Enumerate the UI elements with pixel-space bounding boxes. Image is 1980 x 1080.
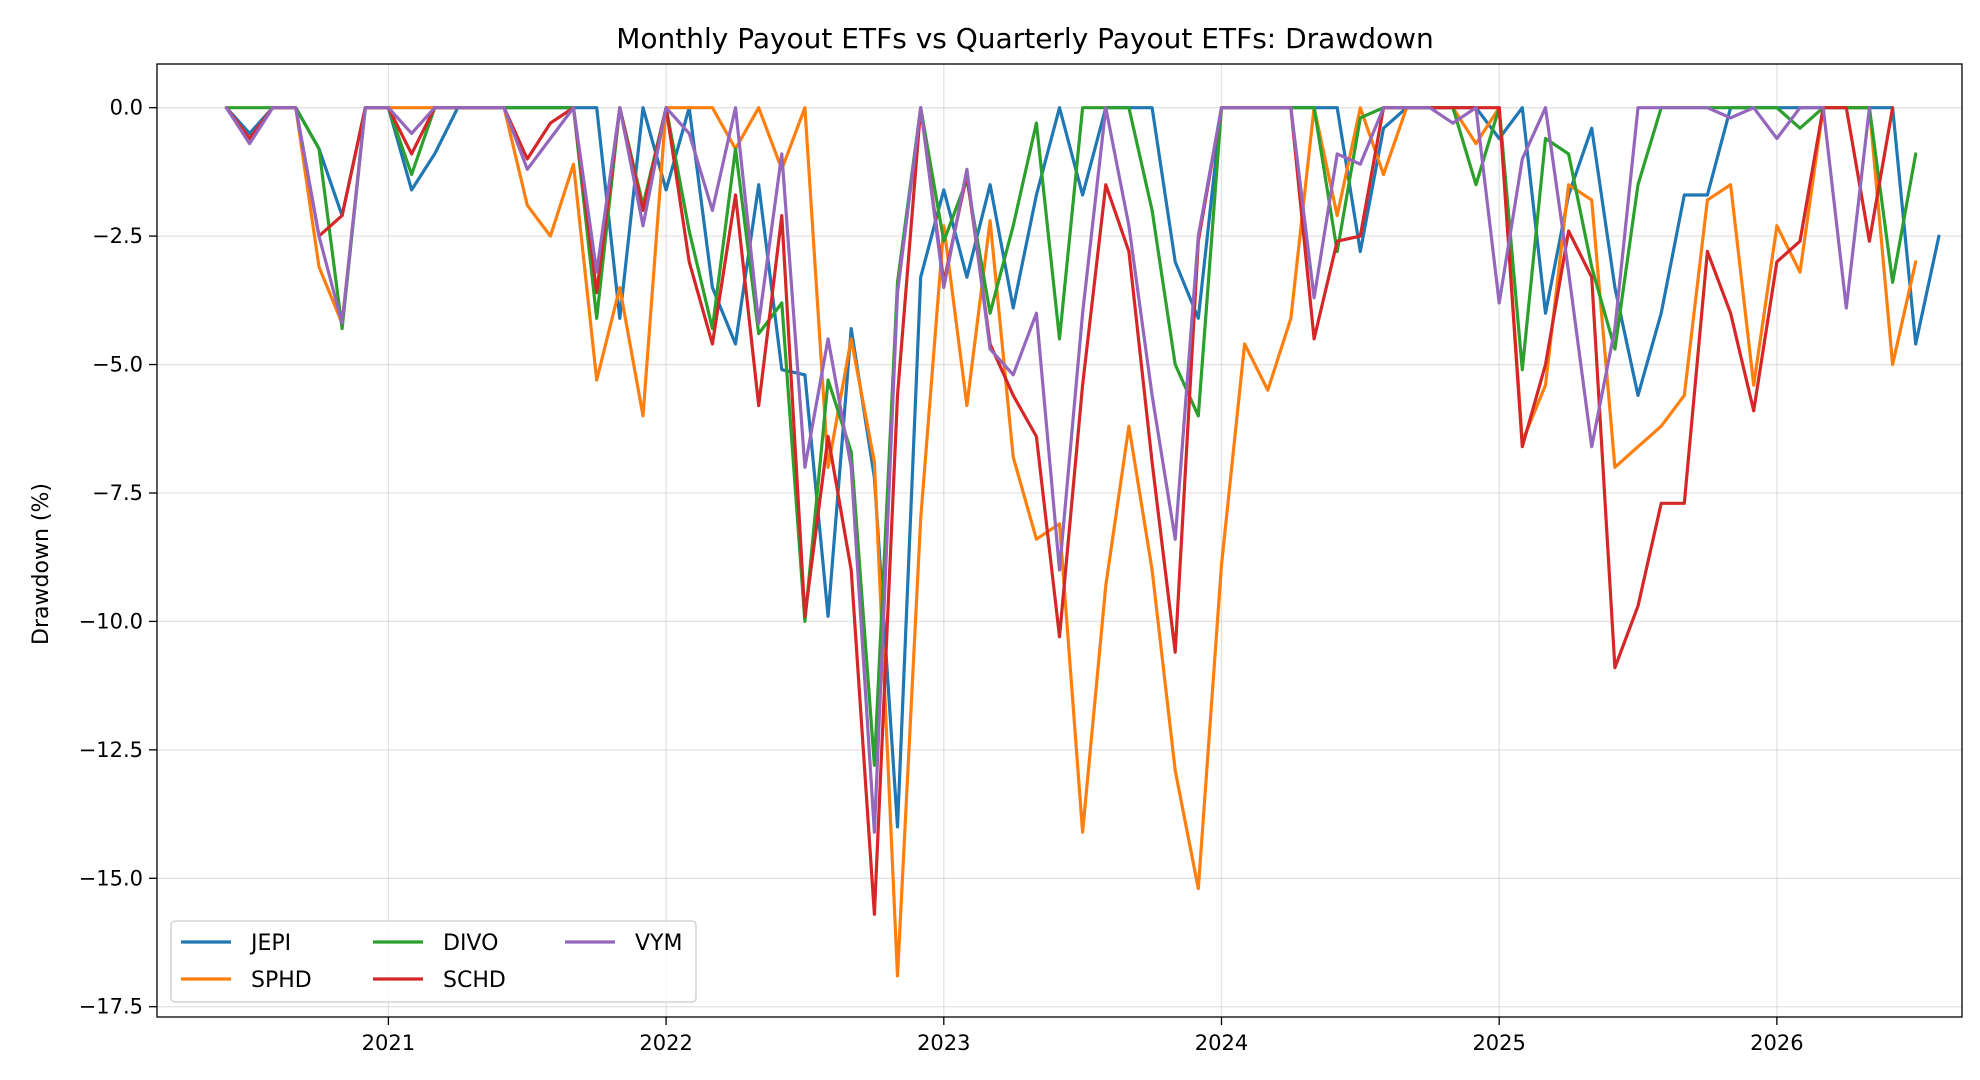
x-tick-label: 2023 [917,1031,970,1055]
legend: JEPI SPHD DIVO SCHD VYM [170,920,697,1003]
x-tick-label: 2026 [1750,1031,1803,1055]
y-tick-label: −17.5 [79,995,143,1019]
legend-label-sphd: SPHD [251,968,312,993]
y-tick-label: −5.0 [92,353,143,377]
y-tick-label: −2.5 [92,224,143,248]
x-tick-label: 2021 [362,1031,415,1055]
y-tick-label: −10.0 [79,609,143,633]
y-tick-label: −15.0 [79,866,143,890]
y-tick-label: −12.5 [79,738,143,762]
legend-label-divo: DIVO [443,931,498,956]
series-line-sphd [224,106,1918,978]
x-tick-label: 2022 [639,1031,692,1055]
x-tick-label: 2024 [1195,1031,1248,1055]
axis-ticks: 2021 2022 2023 2024 2025 2026 0.0 −2.5 −5.0 −7.5 −… [79,96,1804,1055]
y-tick-label: −7.5 [92,481,143,505]
legend-label-schd: SCHD [443,968,506,993]
legend-box [170,920,697,1003]
grid-lines [157,64,1962,1017]
y-tick-label: 0.0 [110,96,143,120]
x-tick-label: 2025 [1472,1031,1525,1055]
chart-title: Monthly Payout ETFs vs Quarterly Payout … [616,22,1434,55]
plot-area-frame [156,63,1963,1018]
y-axis-label: Drawdown (%) [29,483,54,645]
series-lines [224,106,1941,978]
series-line-divo [224,106,1918,767]
legend-label-jepi: JEPI [249,931,291,956]
series-line-vym [224,106,1872,834]
legend-label-vym: VYM [635,931,682,956]
